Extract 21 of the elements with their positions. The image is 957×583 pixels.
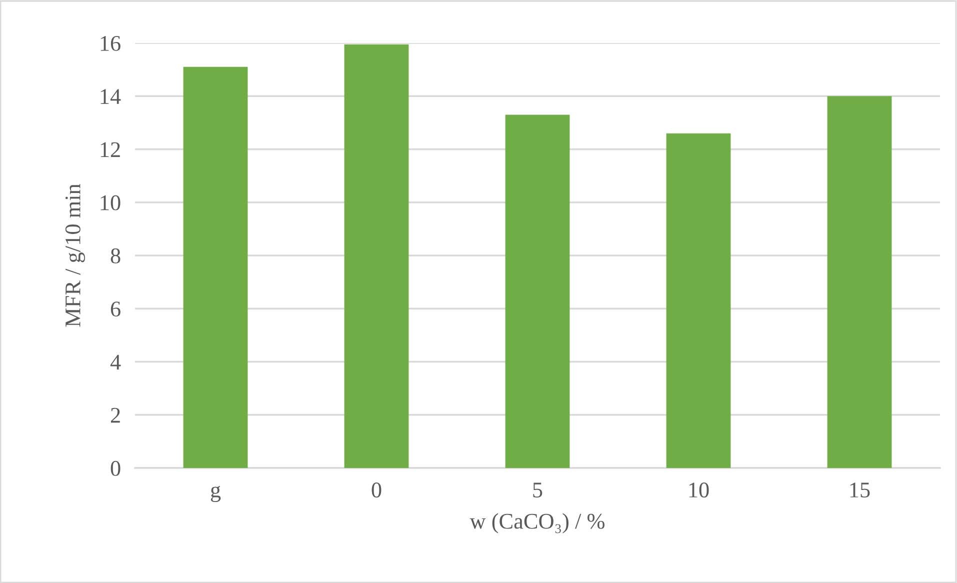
y-tick-label: 2 — [110, 408, 120, 423]
bar — [183, 66, 248, 468]
y-tick-label: 6 — [110, 302, 120, 317]
y-tick-label: 4 — [110, 354, 121, 370]
bar — [666, 133, 731, 468]
x-axis-title: w (CaCO₃) / % — [470, 513, 604, 534]
bar — [505, 114, 570, 468]
y-tick-label: 10 — [100, 195, 120, 210]
x-tick-label: 10 — [689, 482, 709, 498]
y-axis-title: MFR / g/10 min — [65, 184, 85, 327]
bar — [344, 44, 409, 468]
x-tick-label: g — [210, 486, 221, 502]
x-tick-label: 0 — [372, 482, 382, 498]
x-tick-label: 15 — [850, 482, 870, 498]
y-tick-label: 14 — [100, 89, 121, 104]
y-tick-label: 16 — [100, 36, 120, 51]
y-tick-label: 8 — [110, 248, 120, 264]
x-tick-label: 5 — [533, 482, 542, 498]
y-tick-label: 12 — [100, 142, 120, 157]
bar — [827, 96, 892, 468]
y-tick-label: 0 — [110, 460, 120, 476]
